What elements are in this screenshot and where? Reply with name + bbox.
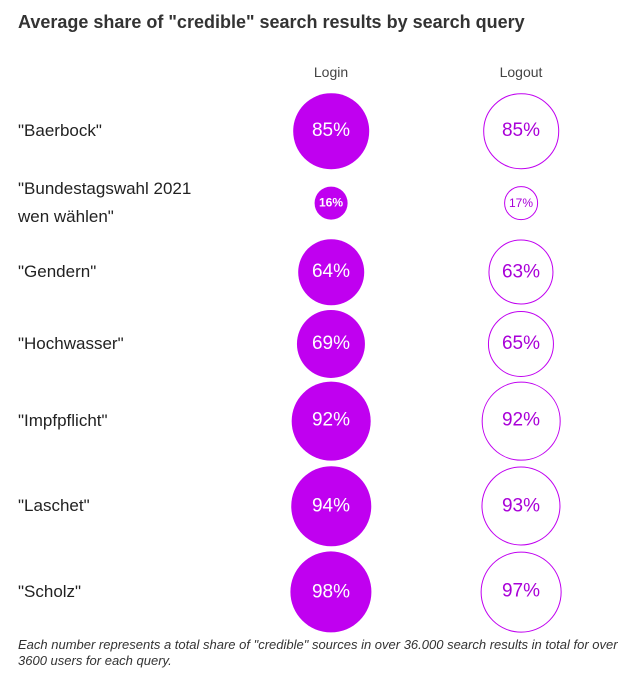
footnote: Each number represents a total share of … (18, 637, 618, 668)
row-label-line: wen wählen" (18, 207, 114, 226)
row-label: "Impfpflicht" (18, 407, 108, 435)
column-header-login: Login (313, 64, 349, 80)
login-bubble: 16% (314, 186, 348, 220)
row-label-line: "Impfpflicht" (18, 411, 108, 430)
row-label-line: "Bundestagswahl 2021 (18, 179, 192, 198)
row-label: "Hochwasser" (18, 330, 124, 358)
login-bubble: 64% (298, 239, 364, 305)
login-bubble: 69% (296, 309, 366, 379)
logout-bubble: 92% (481, 381, 561, 461)
row-label: "Baerbock" (18, 117, 102, 145)
row-label-line: "Gendern" (18, 262, 97, 281)
logout-bubble: 85% (483, 93, 559, 169)
row-label: "Scholz" (18, 578, 81, 606)
login-bubble: 85% (293, 93, 369, 169)
chart-title: Average share of "credible" search resul… (18, 12, 525, 32)
logout-bubble: 63% (488, 239, 554, 305)
logout-bubble: 93% (481, 466, 561, 546)
row-label-line: "Scholz" (18, 582, 82, 601)
login-bubble: 94% (291, 466, 371, 546)
row-label: "Bundestagswahl 2021 wen wählen" (18, 175, 191, 231)
row-label-line: "Baerbock" (18, 121, 102, 140)
row-label-line: "Laschet" (18, 496, 90, 515)
logout-bubble: 65% (487, 310, 555, 378)
row-label: "Laschet" (18, 492, 90, 520)
column-header-logout: Logout (499, 64, 543, 80)
login-bubble: 92% (291, 381, 371, 461)
row-label: "Gendern" (18, 258, 96, 286)
login-bubble: 98% (290, 551, 372, 633)
logout-bubble: 17% (504, 186, 538, 220)
row-label-line: "Hochwasser" (18, 334, 124, 353)
logout-bubble: 97% (480, 551, 562, 633)
